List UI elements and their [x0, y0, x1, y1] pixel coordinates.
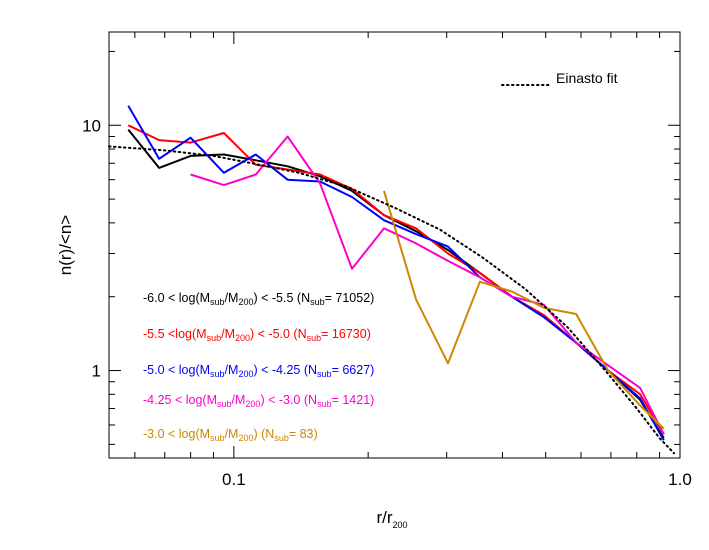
y-tick-label: 10: [82, 116, 101, 135]
y-tick-label: 1: [92, 362, 101, 381]
series-line-2: [127, 124, 665, 435]
series-line-4: [190, 135, 665, 435]
legend-entry-3: -5.0 < log(Msub/M200) < -4.25 (Nsub= 662…: [143, 363, 374, 379]
axis-ticks: [109, 32, 681, 458]
einasto-legend-label: Einasto fit: [556, 70, 618, 86]
legend-entry-4: -4.25 < log(Msub/M200) < -3.0 (Nsub= 142…: [143, 393, 374, 409]
y-axis-label: n(r)/<n>: [56, 215, 75, 276]
legend-entry-5: -3.0 < log(Msub/M200) (Nsub= 83): [143, 427, 318, 443]
series-lines: [127, 105, 665, 441]
x-axis-label-sub: 200: [393, 520, 408, 530]
legend: -6.0 < log(Msub/M200) < -5.5 (Nsub= 7105…: [143, 291, 374, 443]
legend-entry-1: -6.0 < log(Msub/M200) < -5.5 (Nsub= 7105…: [143, 291, 374, 307]
series-line-1: [127, 128, 665, 439]
x-tick-label: 1.0: [668, 470, 692, 489]
tick-labels: 0.1 1.0 1 10: [82, 116, 692, 489]
legend-entry-2: -5.5 <log(Msub/M200) < -5.0 (Nsub= 16730…: [143, 327, 371, 343]
x-axis-label: r/r200: [376, 508, 407, 530]
fit-group: Einasto fit: [108, 70, 676, 455]
series-line-5: [383, 190, 665, 430]
x-tick-label: 0.1: [222, 470, 246, 489]
plot-frame: [108, 31, 681, 459]
einasto-fit-line: [108, 145, 676, 455]
